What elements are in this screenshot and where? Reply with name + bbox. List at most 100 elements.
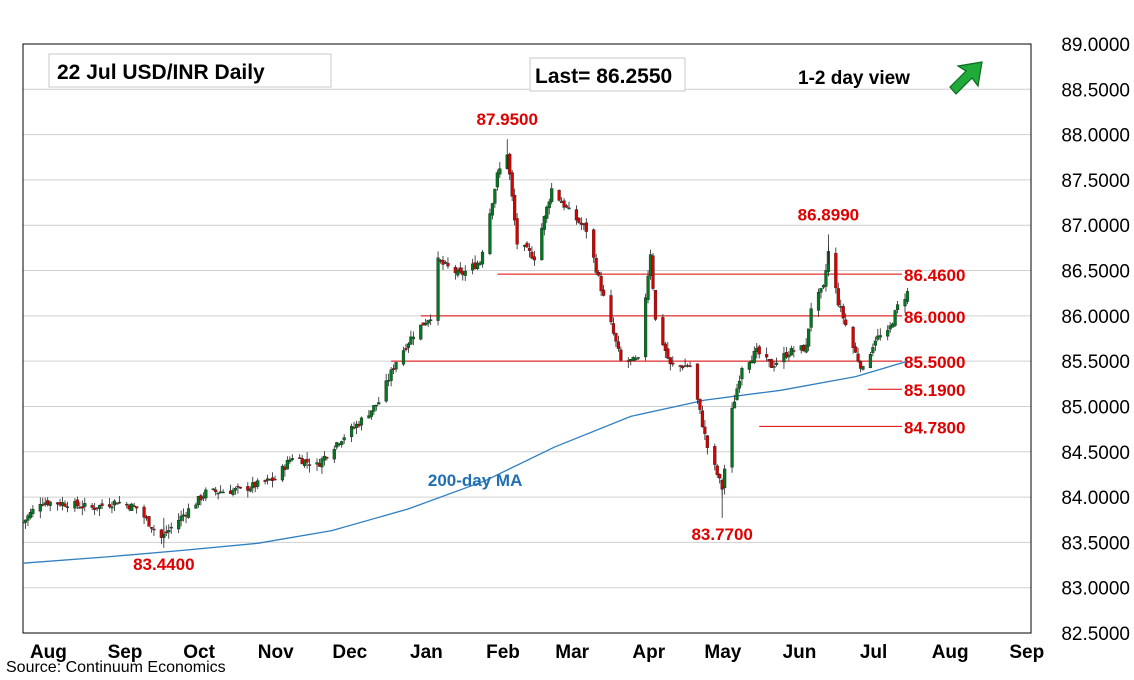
x-tick-label: Apr <box>632 642 665 663</box>
candle-body-down <box>700 410 705 428</box>
candle <box>668 357 672 371</box>
candle <box>856 347 860 363</box>
candle <box>858 360 863 373</box>
level-label: 84.7800 <box>904 418 965 437</box>
candle <box>75 496 79 510</box>
candle <box>233 486 238 495</box>
candle-body-up <box>498 168 502 175</box>
candle-body-down <box>305 458 309 463</box>
candle-body-down <box>142 506 146 518</box>
candle <box>737 375 742 393</box>
candle-body-down <box>125 503 129 506</box>
candle-body-up <box>646 275 650 300</box>
candle-body-up <box>550 188 554 202</box>
candle <box>614 332 618 348</box>
candle-body-down <box>100 503 104 506</box>
value-annotation: 86.8990 <box>798 205 859 224</box>
candle <box>626 357 630 369</box>
candle-body-up <box>895 304 900 310</box>
candle-body-down <box>107 504 112 507</box>
candle <box>147 515 151 527</box>
candle-body-down <box>609 295 613 323</box>
candle-body-up <box>547 201 551 209</box>
candle-body-up <box>740 368 744 380</box>
candle <box>774 357 779 367</box>
candle <box>28 508 33 520</box>
candle <box>446 257 450 269</box>
candle <box>525 241 529 248</box>
candle-body-down <box>577 217 581 223</box>
candle-body-up <box>194 504 198 509</box>
candle-body-down <box>856 353 860 361</box>
candle <box>117 495 121 504</box>
candle-body-down <box>458 267 462 273</box>
y-tick-label: 82.5000 <box>1061 624 1130 645</box>
candle <box>661 314 665 347</box>
y-tick-label: 85.0000 <box>1061 397 1130 418</box>
candle-body-down <box>681 365 685 369</box>
candle <box>636 356 640 360</box>
candle-body-up <box>735 388 739 401</box>
candle <box>374 404 378 411</box>
candle-body-up <box>730 407 734 468</box>
candle-body-down <box>236 486 240 488</box>
candle <box>349 423 354 443</box>
candle <box>112 499 117 512</box>
y-tick-label: 83.5000 <box>1061 533 1130 554</box>
candle-body-up <box>186 508 191 518</box>
candle-body-up <box>634 358 638 360</box>
candle <box>530 246 534 260</box>
value-annotation: 83.4400 <box>133 555 194 574</box>
candle-body-up <box>903 299 907 307</box>
candle-body-up <box>285 460 289 470</box>
candle <box>216 492 220 500</box>
candle <box>488 208 492 256</box>
candle-body-up <box>429 319 433 321</box>
ma-label: 200-day MA <box>428 471 522 490</box>
candle-body-down <box>404 348 408 350</box>
grid-lines <box>23 88 1031 589</box>
candle-body-up <box>26 515 30 521</box>
candle-body-down <box>705 435 709 449</box>
value-annotation: 87.9500 <box>477 110 538 129</box>
ma-line-group <box>23 360 908 564</box>
candle-body-down <box>599 276 603 292</box>
candle-body-up <box>332 448 336 460</box>
y-tick-label: 84.5000 <box>1061 443 1130 464</box>
candle-body-down <box>214 489 218 493</box>
candle-body-down <box>844 319 848 326</box>
candle <box>723 464 727 495</box>
candle <box>142 504 146 525</box>
candle <box>678 364 682 372</box>
candle-body-up <box>443 261 448 264</box>
candle-body-down <box>592 229 596 258</box>
ma-200-line <box>23 360 908 564</box>
candle-body-up <box>231 489 235 495</box>
y-axis-ticks: 82.5000 83.0000 83.5000 84.0000 84.5000 85.00… <box>1061 35 1130 645</box>
candle-body-up <box>367 415 371 419</box>
candle <box>495 169 499 191</box>
view-label: 1-2 day view <box>798 68 910 89</box>
candle-body-down <box>653 289 658 320</box>
candle-body-down <box>159 529 163 538</box>
candle-body-up <box>110 506 114 509</box>
candle-body-down <box>678 365 682 367</box>
candle-body-up <box>878 335 882 338</box>
candle-body-down <box>765 354 769 358</box>
up-right-arrow-icon <box>949 61 983 95</box>
candle <box>325 456 329 461</box>
candle <box>599 271 603 297</box>
candle-body-up <box>406 343 411 348</box>
candle-body-up <box>886 330 890 337</box>
candle <box>214 486 218 496</box>
candle-body-up <box>23 519 28 523</box>
candle <box>285 456 289 470</box>
candle-body-up <box>819 288 823 293</box>
candle <box>443 260 448 264</box>
candle <box>248 486 252 493</box>
candle-body-up <box>248 488 252 492</box>
candle <box>320 456 324 474</box>
candle-body-up <box>256 480 260 487</box>
candle-body-down <box>698 398 702 410</box>
candle <box>713 443 717 471</box>
